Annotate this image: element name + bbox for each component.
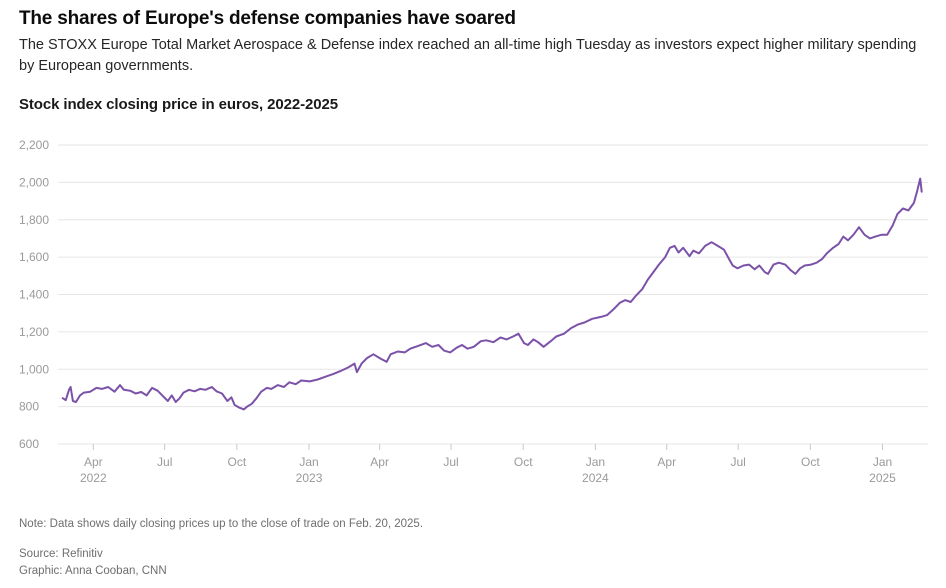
x-tick-year: 2023: [296, 471, 323, 485]
y-tick-label: 2,200: [19, 138, 49, 152]
y-axis: 600 800 1,000 1,200 1,400 1,600 1,800 2,000 2,20…: [19, 138, 49, 451]
x-axis: Apr 2022 Jul Oct Jan 2023 Apr Jul Oct Jan 2024 Apr J…: [80, 444, 896, 485]
y-tick-label: 1,400: [19, 288, 49, 302]
x-tick-label: Jul: [443, 455, 458, 469]
chart-label: Stock index closing price in euros, 2022…: [19, 96, 338, 113]
graphic-credit: Graphic: Anna Cooban, CNN: [19, 565, 167, 577]
series-group: [61, 177, 923, 411]
x-tick-label: Jan: [299, 455, 318, 469]
x-tick-label: Jan: [873, 455, 892, 469]
x-tick-label: Oct: [801, 455, 820, 469]
x-tick-year: 2025: [869, 471, 896, 485]
y-tick-label: 600: [19, 437, 39, 451]
chart-subtitle: The STOXX Europe Total Market Aerospace …: [19, 37, 917, 74]
x-tick-year: 2024: [582, 471, 609, 485]
y-tick-label: 1,800: [19, 213, 49, 227]
x-tick-label: Jul: [157, 455, 172, 469]
y-tick-label: 800: [19, 400, 39, 414]
x-tick-label: Jul: [730, 455, 745, 469]
footnote: Note: Data shows daily closing prices up…: [19, 518, 424, 530]
x-tick-year: 2022: [80, 471, 107, 485]
series-line: [61, 177, 923, 411]
x-tick-label: Jan: [586, 455, 605, 469]
y-tick-label: 1,000: [19, 362, 49, 376]
y-tick-label: 1,200: [19, 325, 49, 339]
grid-lines: [58, 144, 928, 445]
x-tick-label: Oct: [514, 455, 533, 469]
x-tick-label: Apr: [370, 455, 389, 469]
x-tick-label: Apr: [657, 455, 676, 469]
line-chart: 600 800 1,000 1,200 1,400 1,600 1,800 2,000 2,20…: [19, 138, 928, 485]
source-credit: Source: Refinitiv: [19, 548, 103, 560]
x-tick-label: Oct: [228, 455, 247, 469]
x-tick-label: Apr: [84, 455, 103, 469]
chart-title: The shares of Europe's defense companies…: [19, 8, 516, 29]
y-tick-label: 2,000: [19, 175, 49, 189]
y-tick-label: 1,600: [19, 250, 49, 264]
